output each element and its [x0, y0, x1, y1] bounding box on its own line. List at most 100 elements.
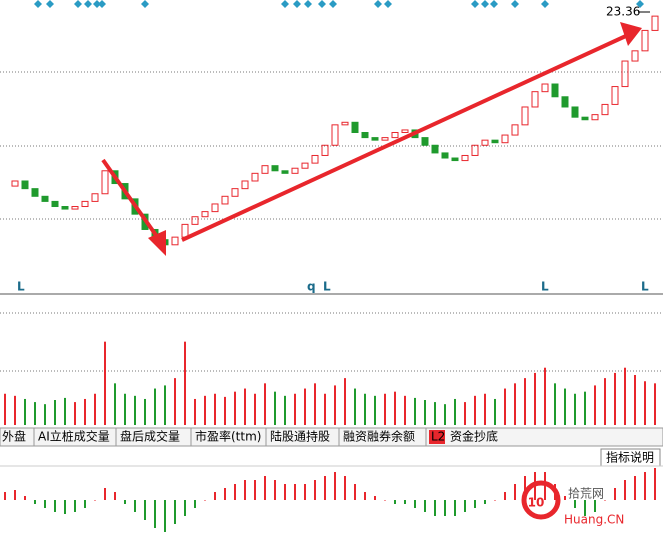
- macd-bar: [574, 500, 576, 508]
- volume-bar: [104, 341, 106, 425]
- candle: [231, 188, 239, 197]
- volume-bar: [324, 393, 326, 425]
- volume-bar: [74, 402, 76, 425]
- macd-bar: [484, 500, 486, 504]
- signal-diamonds: [34, 0, 644, 8]
- candle: [11, 180, 19, 187]
- macd-bar: [434, 500, 436, 516]
- macd-bar: [134, 500, 136, 512]
- volume-bar: [544, 367, 546, 425]
- macd-bar: [474, 500, 476, 508]
- volume-bar: [274, 391, 276, 425]
- volume-bar: [514, 383, 516, 425]
- diamond: [541, 0, 549, 8]
- trend-arrows: [101, 22, 642, 256]
- tab-label[interactable]: L2: [431, 430, 445, 444]
- macd-bar: [454, 500, 456, 516]
- candle: [501, 134, 509, 144]
- candle: [101, 170, 109, 195]
- volume-bar: [424, 400, 426, 425]
- macd-bar: [564, 496, 566, 500]
- diamond: [74, 0, 82, 8]
- macd-bar: [364, 492, 366, 500]
- volume-bar: [374, 395, 376, 425]
- volume-bar: [364, 393, 366, 425]
- candle: [241, 180, 249, 190]
- candle: [181, 223, 189, 238]
- macd-bar: [34, 500, 36, 504]
- tab-label[interactable]: 资金抄底: [450, 429, 498, 444]
- volume-bar: [24, 398, 26, 425]
- macd-bar: [104, 488, 106, 500]
- candle: [291, 167, 299, 174]
- button-label[interactable]: 指标说明: [606, 450, 654, 465]
- candle: [21, 180, 29, 190]
- volume-bar: [524, 378, 526, 425]
- tab-label[interactable]: 盘后成交量: [120, 429, 180, 444]
- volume-bar: [584, 391, 586, 425]
- macd-bar: [444, 500, 446, 516]
- volume-bar: [394, 391, 396, 425]
- macd-bar: [164, 500, 166, 532]
- volume-bar: [504, 388, 506, 425]
- volume-bar: [34, 402, 36, 425]
- macd-bar: [354, 484, 356, 500]
- macd-bar: [334, 472, 336, 500]
- macd-bar: [524, 476, 526, 500]
- candle: [441, 152, 449, 159]
- candle: [261, 165, 269, 174]
- macd-bar: [384, 500, 386, 501]
- tab-label[interactable]: 融资融券余额: [343, 429, 415, 444]
- volume-bar: [334, 385, 336, 425]
- candle: [271, 165, 279, 172]
- candle: [321, 144, 329, 156]
- candle: [631, 50, 639, 62]
- tab-label[interactable]: AI立桩成交量: [38, 429, 110, 444]
- diamond: [384, 0, 392, 8]
- macd-bar: [424, 500, 426, 512]
- diamond: [46, 0, 54, 8]
- volume-bar: [414, 397, 416, 425]
- candle: [301, 162, 309, 169]
- candle: [71, 206, 79, 210]
- volume-bar: [304, 388, 306, 425]
- macd-bar: [54, 500, 56, 512]
- diamond: [34, 0, 42, 8]
- macd-bar: [614, 488, 616, 500]
- tab-label[interactable]: 市盈率(ttm): [195, 429, 261, 444]
- candle: [61, 206, 69, 210]
- tab-label[interactable]: 陆股通持股: [270, 429, 330, 444]
- candle: [401, 129, 409, 134]
- diamond: [281, 0, 289, 8]
- macd-bar: [224, 488, 226, 500]
- candle: [281, 170, 289, 174]
- watermark-site: Huang.CN: [564, 513, 624, 527]
- candle: [621, 60, 629, 88]
- volume-bar: [634, 375, 636, 425]
- volume-bar: [434, 402, 436, 425]
- diamond: [293, 0, 301, 8]
- volume-bar: [314, 383, 316, 425]
- watermark-number: 10: [528, 496, 545, 510]
- tab-label[interactable]: 外盘: [2, 429, 26, 444]
- macd-bar: [114, 492, 116, 500]
- volume-bar: [614, 372, 616, 425]
- volume-bar: [164, 385, 166, 425]
- volume-bar: [284, 395, 286, 425]
- macd-bar: [84, 500, 86, 508]
- macd-bar: [184, 500, 186, 516]
- volume-bar: [604, 378, 606, 425]
- volume-bar: [4, 393, 6, 425]
- candle: [31, 188, 39, 197]
- diamond: [304, 0, 312, 8]
- diamond: [490, 0, 498, 8]
- macd-bar: [74, 500, 76, 512]
- volume-bar: [224, 396, 226, 425]
- volume-bar: [644, 381, 646, 425]
- volume-bar: [114, 383, 116, 425]
- macd-bar: [174, 500, 176, 524]
- diamond: [481, 0, 489, 8]
- volume-bar: [14, 395, 16, 425]
- diamond: [511, 0, 519, 8]
